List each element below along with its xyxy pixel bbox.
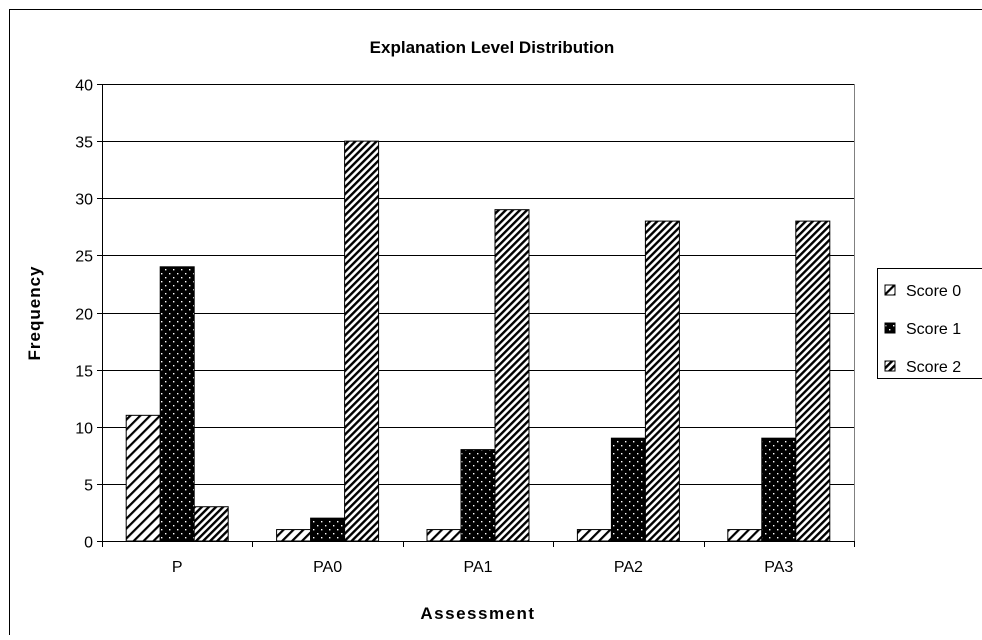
bar-score-1-pa0 (311, 518, 345, 541)
legend-label: Score 2 (906, 359, 961, 376)
legend-label: Score 1 (906, 321, 961, 338)
y-tick-label: 30 (75, 192, 93, 209)
legend-label: Score 0 (906, 283, 961, 300)
bar-score-0-pa1 (427, 530, 461, 541)
bar-score-2-pa1 (495, 210, 529, 541)
bar-score-1-pa2 (611, 438, 645, 541)
legend-swatch (885, 361, 895, 371)
y-tick-label: 40 (75, 78, 93, 95)
x-axis-label: Assessment (420, 604, 535, 623)
legend-swatch (885, 285, 895, 295)
x-tick-labels: P PA0 PA1 PA2 PA3 (172, 559, 794, 576)
bar-score-0-pa0 (277, 530, 311, 541)
x-tick-label: PA3 (764, 559, 793, 576)
bar-score-0-pa3 (728, 530, 762, 541)
bar-score-2-pa0 (345, 141, 379, 541)
y-tick-label: 0 (84, 535, 93, 552)
bar-score-2-pa2 (645, 221, 679, 541)
legend-swatch (885, 323, 895, 333)
bar-score-1-pa1 (461, 450, 495, 541)
bar-score-1-pa3 (762, 438, 796, 541)
x-tick-label: PA1 (463, 559, 492, 576)
x-tick-label: P (172, 559, 183, 576)
bar-score-1-p (160, 267, 194, 541)
legend: Score 0 Score 1 Score 2 (878, 269, 982, 379)
x-tick-label: PA2 (614, 559, 643, 576)
y-tick-label: 35 (75, 135, 93, 152)
bar-score-2-pa3 (796, 221, 830, 541)
y-tick-label: 25 (75, 249, 93, 266)
y-tick-labels: 0 5 10 15 20 25 30 35 40 (75, 78, 93, 552)
y-tick-label: 20 (75, 307, 93, 324)
chart-title: Explanation Level Distribution (370, 38, 615, 57)
bar-score-2-p (194, 507, 228, 541)
x-tick-label: PA0 (313, 559, 342, 576)
y-axis-label: Frequency (25, 266, 44, 361)
bar-score-0-p (126, 415, 160, 541)
bar-score-0-pa2 (577, 530, 611, 541)
y-tick-label: 15 (75, 364, 93, 381)
y-tick-label: 5 (84, 478, 93, 495)
y-tick-label: 10 (75, 421, 93, 438)
